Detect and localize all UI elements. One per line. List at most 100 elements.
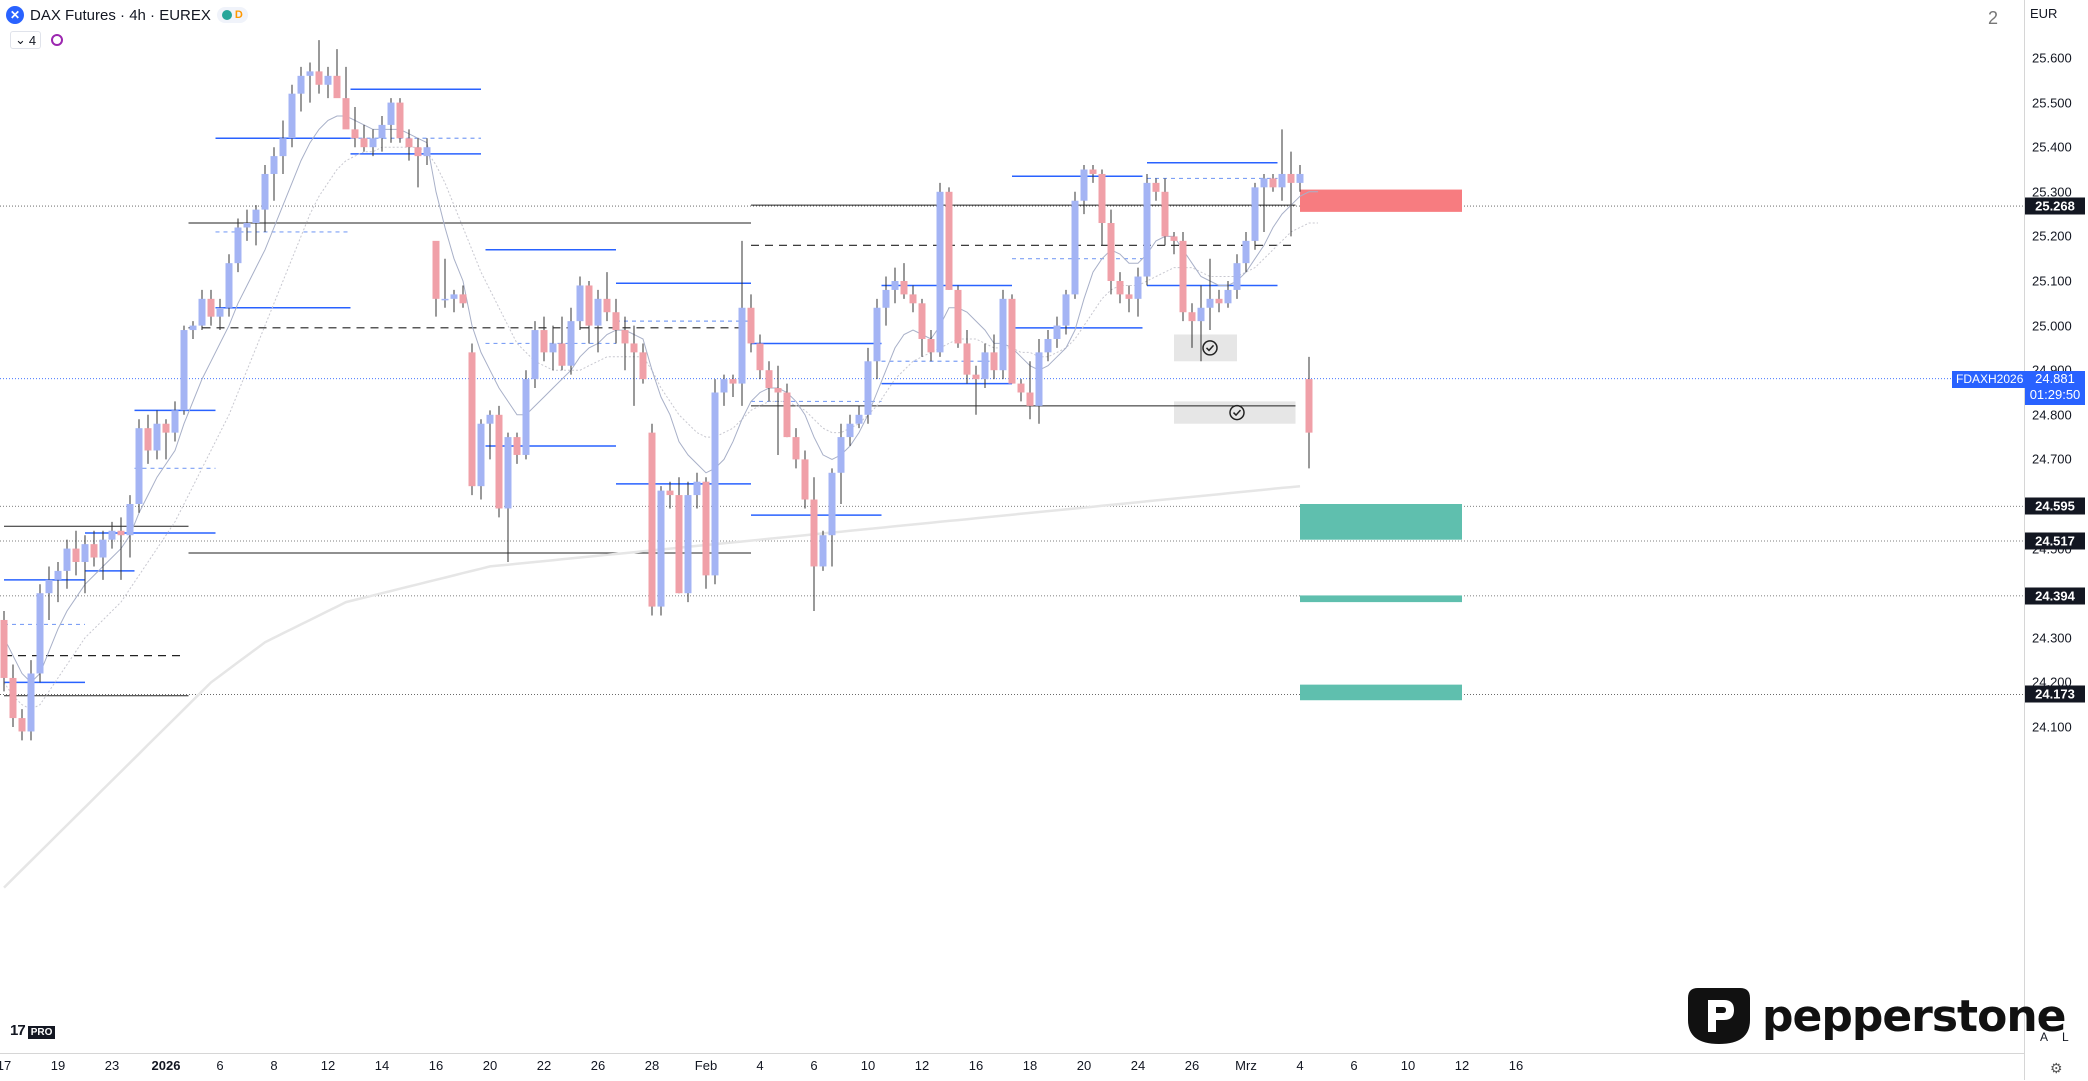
candle — [828, 472, 836, 536]
candle — [189, 325, 197, 331]
candle — [1152, 182, 1160, 192]
candle — [774, 388, 782, 393]
candle — [135, 428, 143, 504]
x-tick-label: 19 — [50, 1058, 66, 1073]
candle — [711, 392, 719, 576]
chevron-down-icon: ⌄ — [15, 32, 26, 47]
candle — [657, 490, 665, 607]
x-tick-label: 16 — [428, 1058, 444, 1073]
candle — [603, 298, 611, 313]
bar-countdown: 01:29:50 — [2029, 386, 2081, 402]
candle — [972, 374, 980, 380]
candle — [441, 298, 449, 301]
auto-scale-toggle[interactable]: A — [2040, 1030, 2049, 1044]
current-price: 24.881 — [2035, 370, 2075, 386]
candle — [873, 307, 881, 362]
candle — [1161, 191, 1169, 237]
candle — [1107, 223, 1115, 281]
candle — [594, 298, 602, 326]
candle — [855, 414, 863, 424]
candle — [387, 102, 395, 125]
time-axis[interactable] — [0, 1053, 2024, 1081]
indicators-toggle[interactable]: ⌄ 4 — [10, 31, 42, 49]
ma-fast-line — [3, 115, 1318, 684]
candle — [1269, 178, 1277, 188]
candle — [1080, 169, 1088, 201]
candle — [1170, 236, 1178, 241]
price-chart[interactable] — [0, 0, 2024, 1053]
x-tick-label: 16 — [968, 1058, 984, 1073]
candle — [747, 307, 755, 344]
resistance-zone — [1300, 189, 1462, 212]
candle — [1026, 392, 1034, 406]
x-tick-label: 10 — [860, 1058, 876, 1073]
x-tick-label: 20 — [482, 1058, 498, 1073]
candle — [900, 281, 908, 295]
tradingview-logo: 17 PRO — [10, 1022, 56, 1039]
indicators-count: 4 — [28, 32, 37, 48]
candle — [180, 330, 188, 411]
exchange-logo-icon: ✕ — [6, 6, 24, 24]
candle — [1017, 383, 1025, 393]
candle — [1305, 379, 1313, 433]
candle — [810, 499, 818, 567]
symbol-price-tag: FDAXH2026 — [1952, 370, 2028, 388]
y-tick-label: 25.300 — [2032, 184, 2072, 200]
candle — [351, 129, 359, 139]
candle — [585, 285, 593, 326]
x-tick-label: 16 — [1508, 1058, 1524, 1073]
x-tick-label: 20 — [1076, 1058, 1092, 1073]
sync-icon[interactable] — [51, 34, 64, 46]
candle — [522, 379, 530, 455]
x-tick-label: 12 — [1454, 1058, 1470, 1073]
price-level-label: 24.173 — [2025, 685, 2085, 703]
candle — [333, 75, 341, 99]
candle — [297, 75, 305, 94]
currency-label[interactable]: EUR — [2030, 6, 2058, 21]
candle — [702, 481, 710, 576]
x-tick-label: 24 — [1130, 1058, 1146, 1073]
x-tick-label: 12 — [914, 1058, 930, 1073]
x-tick-label: 6 — [1350, 1058, 1358, 1073]
candle — [621, 330, 629, 344]
y-tick-label: 24.100 — [2032, 719, 2072, 735]
support-zone — [1300, 684, 1462, 701]
gear-icon[interactable]: ⚙ — [2050, 1060, 2063, 1076]
symbol-title[interactable]: DAX Futures · 4h · EUREX — [30, 6, 211, 24]
candle — [324, 75, 332, 85]
candle — [1125, 294, 1133, 299]
y-tick-label: 25.000 — [2032, 318, 2072, 334]
candle — [576, 285, 584, 322]
x-tick-label: 26 — [1184, 1058, 1200, 1073]
candle — [18, 718, 26, 732]
candle — [801, 459, 809, 500]
candle — [792, 437, 800, 460]
ma-slow-line — [3, 146, 1318, 710]
candle — [1215, 298, 1223, 304]
candle — [675, 495, 683, 594]
candle — [927, 338, 935, 353]
scale-toggles: A L — [2040, 1030, 2069, 1044]
x-tick-label: 8 — [270, 1058, 278, 1073]
candle — [261, 173, 269, 210]
candle — [45, 579, 53, 594]
candle — [450, 294, 458, 299]
candle — [1062, 294, 1070, 326]
candle — [360, 138, 368, 148]
interval-badge: D — [234, 9, 243, 21]
candle — [126, 504, 134, 536]
candle — [342, 98, 350, 130]
chart-area[interactable] — [0, 0, 2024, 1053]
candle — [1143, 182, 1151, 277]
candle — [504, 437, 512, 509]
log-scale-toggle[interactable]: L — [2062, 1030, 2069, 1044]
candle — [306, 71, 314, 76]
check-mark — [1205, 344, 1215, 352]
candle — [1206, 298, 1214, 308]
candle — [1134, 276, 1142, 299]
candle — [459, 294, 467, 304]
candle — [0, 619, 8, 678]
x-tick-label: 18 — [1022, 1058, 1038, 1073]
candle — [81, 544, 89, 562]
candle — [423, 147, 431, 157]
